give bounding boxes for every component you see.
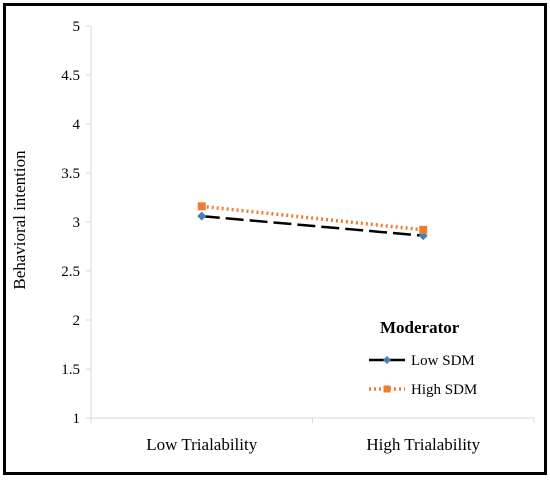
y-tick-label: 3.5	[61, 166, 80, 182]
x-axis: Low Trialability High Trialability	[90, 417, 535, 454]
data-point-marker	[383, 385, 391, 393]
chart-frame	[3, 3, 547, 475]
y-tick-label: 5	[73, 19, 81, 35]
x-tick-label: High Trialability	[366, 435, 480, 454]
x-tick-label: Low Trialability	[146, 435, 257, 454]
data-point-marker	[419, 225, 428, 234]
y-axis: 1 1.5 2 2.5 3 3.5 4 4.5 5	[61, 19, 92, 427]
legend: Moderator Low SDM High SDM	[369, 318, 477, 398]
legend-title: Moderator	[380, 318, 460, 337]
series-high-sdm	[197, 202, 428, 234]
legend-label: Low SDM	[411, 353, 475, 369]
y-tick-label: 1	[73, 411, 81, 427]
y-tick-label: 1.5	[61, 362, 80, 378]
legend-entry: High SDM	[369, 382, 477, 398]
data-point-marker	[383, 356, 391, 364]
series-low-sdm	[197, 211, 428, 241]
data-point-marker	[197, 202, 206, 211]
legend-label: High SDM	[411, 382, 477, 398]
y-tick-label: 2	[73, 313, 81, 329]
y-axis-title: Behavioral intention	[10, 150, 29, 290]
y-tick-label: 3	[73, 215, 81, 231]
data-point-marker	[197, 211, 207, 221]
y-tick-label: 2.5	[61, 264, 80, 280]
series-layer	[197, 202, 428, 241]
y-tick-label: 4	[73, 117, 81, 133]
series-line	[201, 214, 424, 237]
legend-entry: Low SDM	[369, 353, 475, 369]
y-tick-label: 4.5	[61, 68, 80, 84]
series-line	[201, 204, 424, 232]
